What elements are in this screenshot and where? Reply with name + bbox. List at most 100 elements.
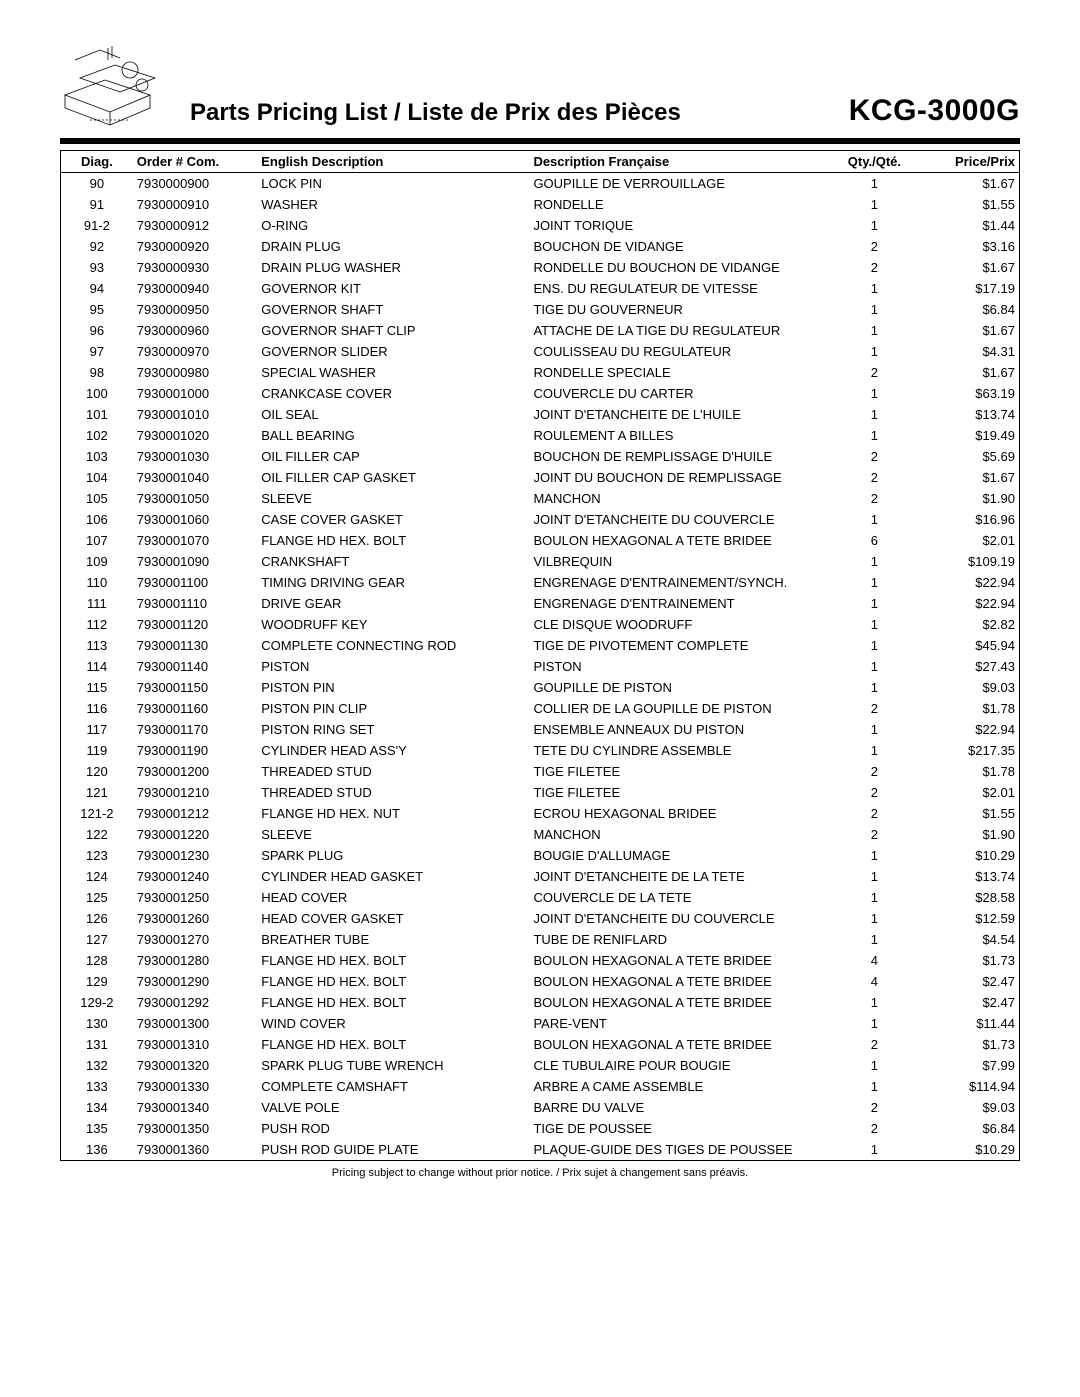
cell-fr: CLE TUBULAIRE POUR BOUGIE [529,1055,833,1076]
cell-order: 7930000910 [133,194,257,215]
cell-qty: 2 [833,1097,915,1118]
table-row: 1057930001050SLEEVEMANCHON2$1.90 [61,488,1020,509]
cell-order: 7930001212 [133,803,257,824]
cell-price: $19.49 [916,425,1020,446]
cell-fr: TIGE DE POUSSEE [529,1118,833,1139]
cell-order: 7930001280 [133,950,257,971]
cell-diag: 126 [61,908,133,929]
cell-price: $2.82 [916,614,1020,635]
cell-qty: 1 [833,635,915,656]
cell-qty: 1 [833,383,915,404]
cell-price: $1.67 [916,362,1020,383]
cell-diag: 130 [61,1013,133,1034]
cell-fr: TIGE DU GOUVERNEUR [529,299,833,320]
cell-order: 7930001010 [133,404,257,425]
cell-en: WOODRUFF KEY [257,614,529,635]
cell-price: $1.55 [916,803,1020,824]
cell-price: $4.54 [916,929,1020,950]
cell-fr: PARE-VENT [529,1013,833,1034]
cell-qty: 1 [833,845,915,866]
cell-diag: 129-2 [61,992,133,1013]
cell-en: FLANGE HD HEX. BOLT [257,1034,529,1055]
cell-order: 7930001240 [133,866,257,887]
cell-qty: 1 [833,656,915,677]
table-row: 1227930001220SLEEVEMANCHON2$1.90 [61,824,1020,845]
cell-en: TIMING DRIVING GEAR [257,572,529,593]
cell-fr: ENSEMBLE ANNEAUX DU PISTON [529,719,833,740]
cell-price: $1.90 [916,488,1020,509]
table-header-row: Diag. Order # Com. English Description D… [61,151,1020,173]
cell-price: $2.47 [916,992,1020,1013]
table-row: 1047930001040OIL FILLER CAP GASKETJOINT … [61,467,1020,488]
table-row: 1207930001200THREADED STUDTIGE FILETEE2$… [61,761,1020,782]
cell-order: 7930001190 [133,740,257,761]
cell-qty: 1 [833,929,915,950]
table-row: 967930000960GOVERNOR SHAFT CLIPATTACHE D… [61,320,1020,341]
cell-fr: BOUCHON DE REMPLISSAGE D'HUILE [529,446,833,467]
cell-qty: 1 [833,1076,915,1097]
cell-fr: MANCHON [529,488,833,509]
cell-price: $3.16 [916,236,1020,257]
cell-price: $27.43 [916,656,1020,677]
cell-qty: 1 [833,404,915,425]
cell-en: O-RING [257,215,529,236]
cell-order: 7930001120 [133,614,257,635]
cell-diag: 121 [61,782,133,803]
cell-price: $109.19 [916,551,1020,572]
cell-order: 7930001290 [133,971,257,992]
cell-qty: 2 [833,236,915,257]
cell-diag: 94 [61,278,133,299]
cell-qty: 2 [833,488,915,509]
cell-fr: ROULEMENT A BILLES [529,425,833,446]
table-row: 907930000900LOCK PINGOUPILLE DE VERROUIL… [61,173,1020,195]
cell-qty: 1 [833,425,915,446]
cell-diag: 110 [61,572,133,593]
cell-diag: 132 [61,1055,133,1076]
cell-diag: 103 [61,446,133,467]
cell-fr: ATTACHE DE LA TIGE DU REGULATEUR [529,320,833,341]
cell-en: COMPLETE CONNECTING ROD [257,635,529,656]
cell-qty: 2 [833,362,915,383]
cell-order: 7930000980 [133,362,257,383]
cell-price: $45.94 [916,635,1020,656]
table-row: 1067930001060CASE COVER GASKETJOINT D'ET… [61,509,1020,530]
cell-qty: 1 [833,278,915,299]
cell-qty: 1 [833,194,915,215]
cell-qty: 1 [833,1013,915,1034]
cell-price: $1.67 [916,257,1020,278]
cell-qty: 2 [833,467,915,488]
cell-price: $16.96 [916,509,1020,530]
cell-order: 7930001360 [133,1139,257,1161]
cell-en: THREADED STUD [257,761,529,782]
cell-fr: GOUPILLE DE PISTON [529,677,833,698]
cell-fr: BOUGIE D'ALLUMAGE [529,845,833,866]
cell-qty: 1 [833,677,915,698]
cell-order: 7930001330 [133,1076,257,1097]
cell-order: 7930001030 [133,446,257,467]
cell-order: 7930001050 [133,488,257,509]
cell-qty: 1 [833,740,915,761]
cell-fr: RONDELLE [529,194,833,215]
table-row: 1157930001150PISTON PINGOUPILLE DE PISTO… [61,677,1020,698]
cell-order: 7930000900 [133,173,257,195]
col-price: Price/Prix [916,151,1020,173]
cell-fr: TIGE FILETEE [529,782,833,803]
cell-diag: 120 [61,761,133,782]
cell-diag: 134 [61,1097,133,1118]
cell-en: LOCK PIN [257,173,529,195]
table-row: 1367930001360PUSH ROD GUIDE PLATEPLAQUE-… [61,1139,1020,1161]
cell-en: BREATHER TUBE [257,929,529,950]
table-row: 1147930001140PISTONPISTON1$27.43 [61,656,1020,677]
cell-qty: 1 [833,509,915,530]
col-order: Order # Com. [133,151,257,173]
cell-diag: 102 [61,425,133,446]
cell-qty: 4 [833,971,915,992]
cell-diag: 106 [61,509,133,530]
table-row: 1107930001100TIMING DRIVING GEARENGRENAG… [61,572,1020,593]
table-row: 121-27930001212FLANGE HD HEX. NUTECROU H… [61,803,1020,824]
cell-diag: 107 [61,530,133,551]
cell-fr: TETE DU CYLINDRE ASSEMBLE [529,740,833,761]
table-row: 1177930001170PISTON RING SETENSEMBLE ANN… [61,719,1020,740]
cell-qty: 2 [833,803,915,824]
cell-price: $1.44 [916,215,1020,236]
